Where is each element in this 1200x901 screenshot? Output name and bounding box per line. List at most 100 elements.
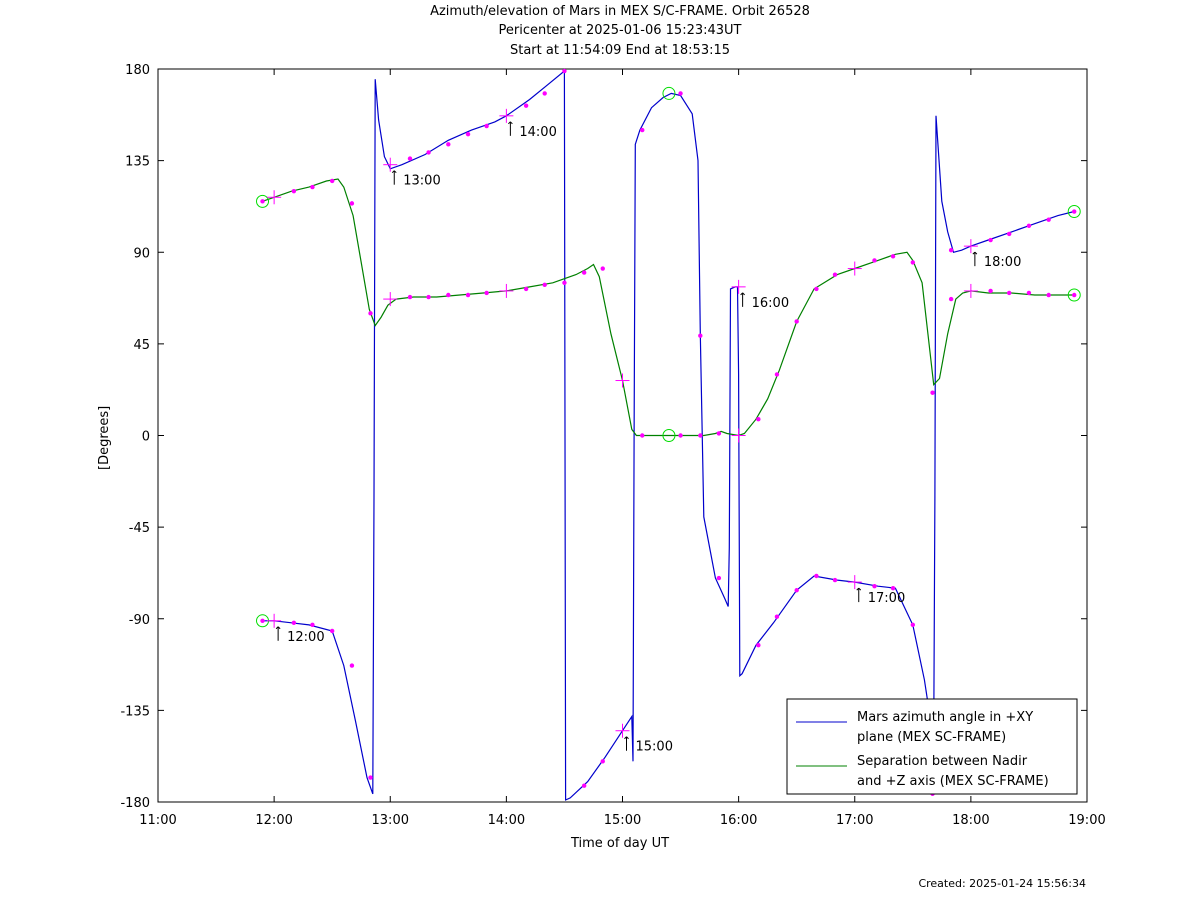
cross-marker — [615, 373, 630, 388]
dot-marker — [484, 290, 489, 296]
legend-label-azimuth-2: plane (MEX SC-FRAME) — [857, 730, 1006, 745]
dot-marker — [678, 433, 683, 438]
axis-ticks: 11:00 12:00 13:00 14:00 15:00 16:00 17:00 18:00… — [120, 63, 1105, 828]
x-tick-label: 16:00 — [720, 813, 757, 828]
dot-marker — [562, 68, 567, 74]
dot-marker — [329, 178, 335, 184]
dot-marker — [310, 184, 315, 190]
x-tick-label: 12:00 — [255, 813, 292, 828]
time-annotation-label: 17:00 — [868, 591, 905, 606]
dot-marker — [988, 237, 993, 243]
dot-marker — [890, 586, 896, 591]
dot-marker — [640, 127, 645, 133]
dot-marker — [600, 759, 605, 764]
dot-marker — [872, 583, 877, 589]
dot-marker — [948, 296, 954, 302]
cross-marker — [383, 292, 398, 307]
series-layer — [262, 69, 1075, 801]
circle-marker — [662, 86, 676, 100]
chart-title-line-3: Start at 11:54:09 End at 18:53:15 — [509, 43, 731, 58]
annotation-layer: 12:00 13:00 14:00 15:00 16:00 17:00 18:00 — [275, 121, 1021, 755]
cross-marker — [963, 239, 978, 254]
dot-marker — [523, 286, 529, 292]
time-annotation: 13:00 — [391, 170, 441, 189]
dot-marker — [756, 417, 761, 422]
dot-marker — [832, 272, 838, 277]
dot-marker — [698, 333, 703, 338]
cross-marker — [731, 279, 746, 294]
time-annotation: 15:00 — [624, 736, 673, 755]
dot-marker — [426, 150, 431, 155]
dot-marker — [562, 280, 567, 285]
time-annotation: 12:00 — [275, 626, 325, 645]
dot-marker — [368, 775, 373, 780]
dot-marker — [542, 91, 547, 96]
dot-marker — [446, 292, 451, 298]
cross-marker — [847, 261, 862, 276]
legend-label-separation-2: and +Z axis (MEX SC-FRAME) — [857, 774, 1049, 789]
time-annotation-label: 13:00 — [403, 174, 440, 189]
dot-marker — [756, 643, 761, 648]
x-tick-label: 19:00 — [1068, 813, 1105, 828]
dot-marker — [523, 103, 529, 108]
dot-marker — [814, 573, 819, 579]
x-axis-label: Time of day UT — [570, 836, 670, 851]
y-tick-label: -135 — [120, 704, 150, 719]
dot-marker — [484, 123, 489, 129]
time-annotation: 17:00 — [856, 587, 905, 606]
dot-marker — [260, 199, 265, 204]
dot-marker — [930, 390, 935, 395]
y-axis-label: [Degrees] — [97, 405, 112, 470]
dot-marker — [542, 282, 547, 288]
dot-marker — [1046, 292, 1051, 298]
cross-marker — [499, 108, 514, 123]
marker-layer — [256, 68, 1081, 797]
x-tick-label: 18:00 — [952, 813, 989, 828]
dot-marker — [814, 286, 819, 292]
dot-marker — [794, 319, 799, 324]
legend-label-azimuth-1: Mars azimuth angle in +XY — [857, 710, 1033, 725]
dot-marker — [794, 588, 799, 593]
time-annotation: 14:00 — [508, 121, 557, 140]
chart-title-line-2: Pericenter at 2025-01-06 15:23:43UT — [498, 23, 742, 38]
cross-marker — [731, 428, 746, 443]
time-annotation: 16:00 — [740, 292, 789, 311]
x-tick-label: 15:00 — [604, 813, 641, 828]
dot-marker — [426, 294, 431, 300]
dot-marker — [1046, 217, 1051, 222]
cross-marker — [963, 283, 978, 298]
cross-marker — [267, 190, 282, 205]
dot-marker — [581, 270, 587, 275]
dot-marker — [698, 433, 703, 438]
cross-marker — [267, 613, 282, 628]
x-tick-label: 14:00 — [488, 813, 525, 828]
dot-marker — [465, 131, 471, 137]
dot-marker — [349, 201, 355, 206]
dot-marker — [872, 258, 877, 263]
dot-marker — [948, 248, 954, 253]
y-tick-label: -180 — [120, 796, 150, 811]
dot-marker — [1072, 292, 1077, 298]
legend: Mars azimuth angle in +XY plane (MEX SC-… — [786, 698, 1078, 795]
plot-frame — [157, 68, 1088, 803]
cross-marker — [499, 283, 514, 298]
cross-marker — [383, 157, 398, 172]
x-tick-label: 17:00 — [836, 813, 873, 828]
y-tick-label: -90 — [129, 613, 150, 628]
dot-marker — [890, 254, 896, 259]
circle-marker — [1067, 205, 1081, 219]
legend-box — [786, 698, 1078, 795]
dot-marker — [446, 142, 451, 147]
dot-marker — [329, 628, 335, 634]
time-annotation-label: 14:00 — [519, 125, 556, 140]
dot-marker — [600, 266, 605, 271]
dot-marker — [678, 91, 683, 96]
dot-marker — [716, 431, 722, 436]
x-tick-label: 11:00 — [139, 813, 176, 828]
created-timestamp: Created: 2025-01-24 15:56:34 — [918, 877, 1086, 890]
dot-marker — [368, 311, 373, 316]
dot-marker — [774, 372, 780, 377]
dot-marker — [988, 288, 993, 294]
circle-marker — [256, 194, 270, 208]
